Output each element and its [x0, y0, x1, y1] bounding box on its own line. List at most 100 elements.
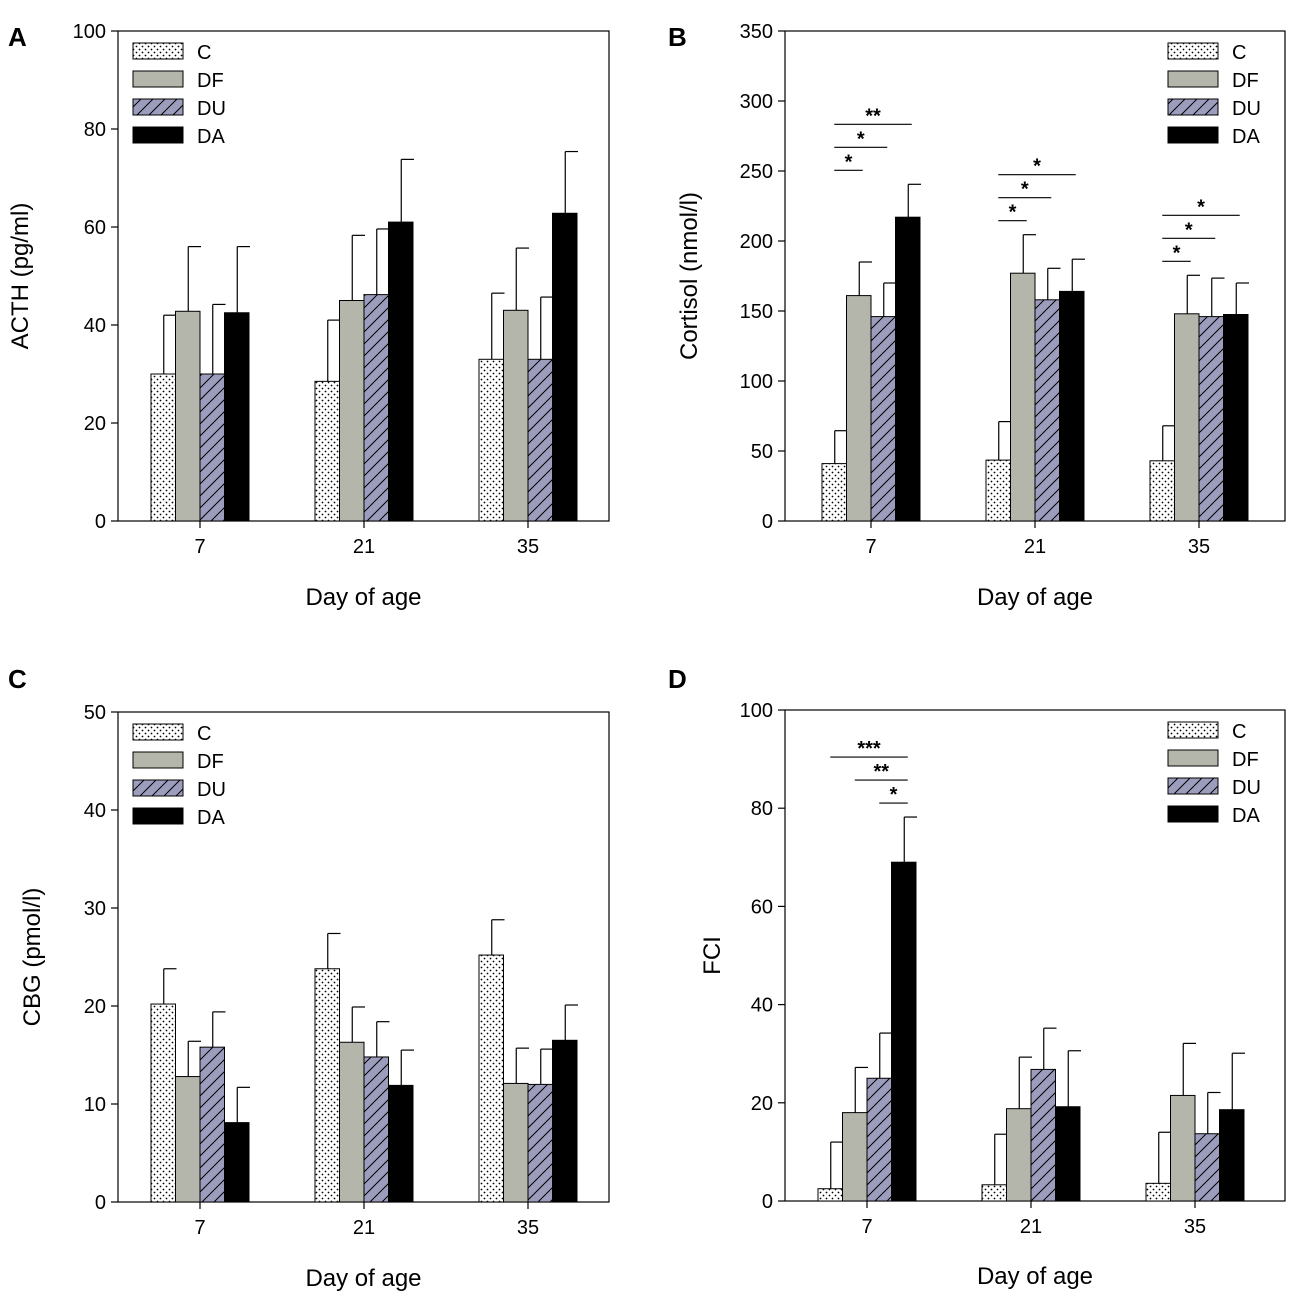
x-tick-label: 7	[194, 536, 205, 558]
bar-da-day-21	[388, 221, 414, 522]
x-tick-label: 21	[353, 1217, 375, 1239]
y-tick-label: 40	[751, 995, 773, 1017]
x-tick-label: 21	[353, 536, 375, 558]
y-tick-label: 0	[762, 511, 773, 533]
legend-label: DF	[1232, 70, 1259, 92]
y-tick-label: 0	[95, 511, 106, 533]
bar-df-day-21	[339, 300, 365, 522]
legend-label: DF	[197, 70, 224, 92]
y-tick-label: 80	[84, 119, 106, 141]
y-tick-label: 20	[84, 996, 106, 1018]
y-tick-label: 50	[751, 441, 773, 463]
x-tick-label: 7	[865, 536, 876, 558]
bar-c-day-21	[314, 380, 340, 522]
panel-c: C 0 10 20 30 40 50 CBG (pmol/l) Day of age 7 21 35 C…	[8, 664, 610, 1292]
bar-df-day-7	[842, 1112, 868, 1202]
legend-swatch-du	[1167, 777, 1219, 795]
bar-c-day-35	[1149, 460, 1175, 522]
x-tick-label: 35	[517, 1217, 539, 1239]
bar-c-day-21	[985, 459, 1011, 522]
bar-du-day-21	[1034, 299, 1060, 522]
legend-swatch-da	[132, 807, 184, 825]
bar-du-day-7	[870, 316, 896, 522]
x-tick-label: 7	[861, 1216, 872, 1238]
panel-letter: A	[8, 22, 27, 52]
y-axis-title: FCI	[699, 936, 726, 975]
bar-c-day-35	[1145, 1182, 1171, 1202]
legend-swatch-df	[1167, 749, 1219, 767]
legend-label: DU	[197, 98, 226, 120]
bar-du-day-21	[363, 294, 389, 522]
bar-du-day-7	[199, 1046, 225, 1203]
bar-df-day-7	[175, 310, 201, 522]
legend-label: C	[197, 42, 211, 64]
significance-label: *	[1185, 219, 1193, 241]
legend-swatch-da	[132, 126, 184, 144]
significance-label: *	[857, 128, 865, 150]
bar-du-day-35	[527, 1083, 553, 1203]
bar-da-day-7	[224, 1122, 250, 1203]
y-tick-label: 60	[84, 217, 106, 239]
significance-label: *	[845, 151, 853, 173]
bar-du-day-35	[527, 358, 553, 522]
legend-swatch-c	[1167, 42, 1219, 60]
x-tick-label: 7	[194, 1217, 205, 1239]
significance-label: ***	[857, 738, 881, 760]
bar-df-day-35	[503, 309, 529, 522]
bar-du-day-7	[199, 373, 225, 522]
legend-label: DA	[1232, 126, 1260, 148]
y-tick-label: 100	[73, 21, 106, 43]
legend-swatch-df	[132, 70, 184, 88]
legend-swatch-da	[1167, 126, 1219, 144]
legend-label: DU	[1232, 777, 1261, 799]
legend-label: C	[197, 723, 211, 745]
bar-df-day-35	[503, 1082, 529, 1203]
y-tick-label: 30	[84, 898, 106, 920]
legend-swatch-du	[132, 779, 184, 797]
significance-label: *	[1009, 202, 1017, 224]
bar-c-day-35	[478, 358, 504, 522]
legend-swatch-df	[132, 751, 184, 769]
legend-swatch-du	[1167, 98, 1219, 116]
bar-df-day-35	[1170, 1094, 1196, 1202]
legend-label: DA	[197, 126, 225, 148]
bar-df-day-21	[1010, 272, 1036, 522]
panel-letter: C	[8, 664, 27, 694]
legend-swatch-c	[132, 723, 184, 741]
panel-letter: B	[668, 22, 687, 52]
y-tick-label: 0	[762, 1191, 773, 1213]
bar-du-day-35	[1194, 1133, 1220, 1202]
y-tick-label: 60	[751, 896, 773, 918]
x-axis-title: Day of age	[977, 1263, 1093, 1290]
y-tick-label: 40	[84, 315, 106, 337]
significance-label: *	[1173, 242, 1181, 264]
y-tick-label: 80	[751, 798, 773, 820]
y-tick-label: 20	[84, 413, 106, 435]
panel-letter: D	[668, 664, 687, 694]
bar-c-day-7	[150, 1003, 176, 1203]
y-tick-label: 300	[740, 91, 773, 113]
bar-c-day-7	[817, 1188, 843, 1202]
legend-swatch-df	[1167, 70, 1219, 88]
x-tick-label: 35	[1184, 1216, 1206, 1238]
bar-df-day-21	[339, 1041, 365, 1203]
legend-swatch-da	[1167, 805, 1219, 823]
legend-label: DF	[197, 751, 224, 773]
legend-label: DU	[1232, 98, 1261, 120]
bar-da-day-7	[895, 216, 921, 522]
y-axis-title: Cortisol (nmol/l)	[676, 192, 703, 360]
bar-df-day-7	[175, 1076, 201, 1203]
panel-a: A 0 20 40 60 80 100 ACTH (pg/ml) Day of age 7 21 35…	[7, 21, 610, 611]
bar-c-day-21	[314, 968, 340, 1203]
significance-label: **	[873, 761, 889, 783]
y-tick-label: 350	[740, 21, 773, 43]
bar-da-day-35	[552, 1039, 578, 1203]
x-tick-label: 35	[517, 536, 539, 558]
y-tick-label: 100	[740, 700, 773, 722]
bar-da-day-35	[1223, 314, 1249, 522]
legend-label: DF	[1232, 749, 1259, 771]
bar-du-day-35	[1198, 316, 1224, 522]
bar-da-day-21	[1055, 1106, 1081, 1202]
